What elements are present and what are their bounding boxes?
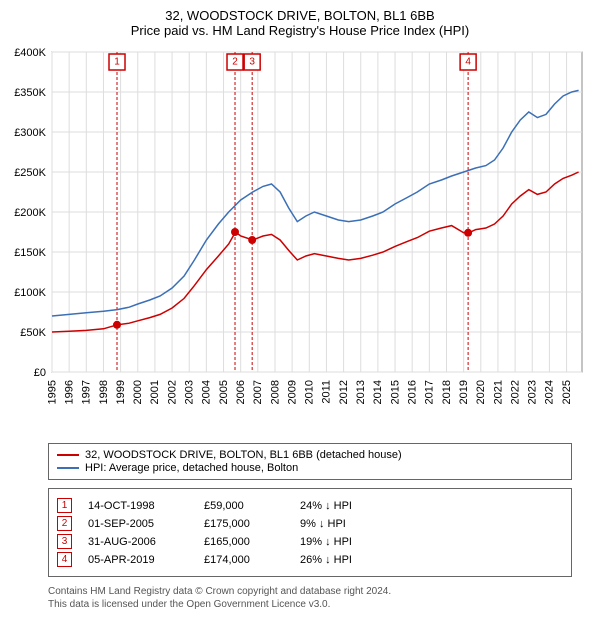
- svg-text:£350K: £350K: [14, 87, 46, 99]
- svg-text:2024: 2024: [544, 380, 556, 404]
- svg-text:2025: 2025: [561, 380, 573, 404]
- legend: 32, WOODSTOCK DRIVE, BOLTON, BL1 6BB (de…: [48, 443, 572, 480]
- svg-text:1: 1: [114, 57, 120, 68]
- svg-text:£50K: £50K: [20, 327, 46, 339]
- svg-text:2013: 2013: [355, 380, 367, 404]
- svg-text:2: 2: [232, 57, 238, 68]
- svg-text:2021: 2021: [492, 380, 504, 404]
- event-row: 1 14-OCT-1998 £59,000 24% ↓ HPI: [57, 498, 563, 513]
- chart-area: £0 £50K £100K £150K £200K £250K £300K £350K £400…: [0, 42, 600, 437]
- svg-text:2022: 2022: [509, 380, 521, 404]
- svg-text:2016: 2016: [406, 380, 418, 404]
- svg-text:2011: 2011: [321, 380, 333, 404]
- svg-text:2023: 2023: [527, 380, 539, 404]
- svg-text:2019: 2019: [458, 380, 470, 404]
- svg-text:2012: 2012: [338, 380, 350, 404]
- svg-text:2008: 2008: [269, 380, 281, 404]
- svg-text:2018: 2018: [441, 380, 453, 404]
- legend-label: HPI: Average price, detached house, Bolt…: [85, 462, 298, 474]
- svg-text:£150K: £150K: [14, 247, 46, 259]
- svg-text:2015: 2015: [389, 380, 401, 404]
- event-marker: 3: [57, 534, 72, 549]
- events-table: 1 14-OCT-1998 £59,000 24% ↓ HPI 2 01-SEP-2005…: [48, 488, 572, 577]
- event-price: £175,000: [204, 518, 284, 530]
- legend-item: 32, WOODSTOCK DRIVE, BOLTON, BL1 6BB (de…: [57, 449, 563, 461]
- event-pct: 26% ↓ HPI: [300, 554, 352, 566]
- event-row: 2 01-SEP-2005 £175,000 9% ↓ HPI: [57, 516, 563, 531]
- svg-text:2010: 2010: [304, 380, 316, 404]
- event-date: 05-APR-2019: [88, 554, 188, 566]
- event-pct: 9% ↓ HPI: [300, 518, 346, 530]
- event-date: 01-SEP-2005: [88, 518, 188, 530]
- chart-container: 32, WOODSTOCK DRIVE, BOLTON, BL1 6BB Pri…: [0, 0, 600, 620]
- svg-text:£0: £0: [34, 367, 46, 379]
- title-address: 32, WOODSTOCK DRIVE, BOLTON, BL1 6BB: [10, 8, 590, 23]
- svg-text:2002: 2002: [166, 380, 178, 404]
- svg-text:£200K: £200K: [14, 207, 46, 219]
- svg-text:1998: 1998: [98, 380, 110, 404]
- event-date: 14-OCT-1998: [88, 500, 188, 512]
- svg-text:2009: 2009: [286, 380, 298, 404]
- footer-line2: This data is licensed under the Open Gov…: [48, 598, 572, 611]
- svg-text:2000: 2000: [132, 380, 144, 404]
- svg-text:3: 3: [249, 57, 255, 68]
- svg-text:1997: 1997: [81, 380, 93, 404]
- title-subtitle: Price paid vs. HM Land Registry's House …: [10, 23, 590, 38]
- legend-item: HPI: Average price, detached house, Bolt…: [57, 462, 563, 474]
- svg-text:2014: 2014: [372, 380, 384, 404]
- event-pct: 19% ↓ HPI: [300, 536, 352, 548]
- svg-text:2006: 2006: [235, 380, 247, 404]
- svg-text:1996: 1996: [63, 380, 75, 404]
- legend-label: 32, WOODSTOCK DRIVE, BOLTON, BL1 6BB (de…: [85, 449, 402, 461]
- event-price: £174,000: [204, 554, 284, 566]
- svg-text:2020: 2020: [475, 380, 487, 404]
- svg-text:£400K: £400K: [14, 47, 46, 59]
- svg-text:£300K: £300K: [14, 127, 46, 139]
- svg-text:4: 4: [465, 57, 471, 68]
- footer-line1: Contains HM Land Registry data © Crown c…: [48, 585, 572, 598]
- legend-swatch: [57, 454, 79, 456]
- svg-text:£100K: £100K: [14, 287, 46, 299]
- event-marker: 1: [57, 498, 72, 513]
- svg-text:2007: 2007: [252, 380, 264, 404]
- line-chart: £0 £50K £100K £150K £200K £250K £300K £350K £400…: [0, 42, 600, 437]
- event-date: 31-AUG-2006: [88, 536, 188, 548]
- svg-text:2017: 2017: [424, 380, 436, 404]
- svg-text:2003: 2003: [184, 380, 196, 404]
- event-marker: 2: [57, 516, 72, 531]
- legend-swatch: [57, 467, 79, 469]
- svg-text:1999: 1999: [115, 380, 127, 404]
- title-block: 32, WOODSTOCK DRIVE, BOLTON, BL1 6BB Pri…: [0, 0, 600, 42]
- svg-text:1995: 1995: [46, 380, 58, 404]
- svg-text:2001: 2001: [149, 380, 161, 404]
- event-row: 4 05-APR-2019 £174,000 26% ↓ HPI: [57, 552, 563, 567]
- event-price: £59,000: [204, 500, 284, 512]
- event-pct: 24% ↓ HPI: [300, 500, 352, 512]
- event-price: £165,000: [204, 536, 284, 548]
- event-row: 3 31-AUG-2006 £165,000 19% ↓ HPI: [57, 534, 563, 549]
- event-marker: 4: [57, 552, 72, 567]
- footer: Contains HM Land Registry data © Crown c…: [48, 585, 572, 611]
- svg-text:£250K: £250K: [14, 167, 46, 179]
- svg-text:2004: 2004: [201, 380, 213, 404]
- svg-text:2005: 2005: [218, 380, 230, 404]
